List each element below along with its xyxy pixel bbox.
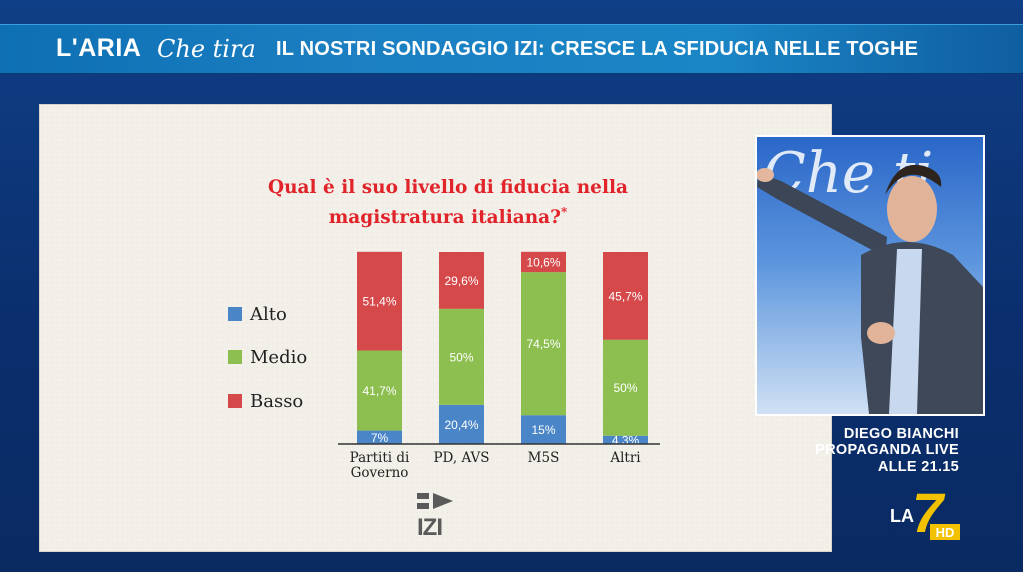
bar-alto-0 — [357, 430, 402, 444]
chart-title-line1: Qual è il suo livello di fiducia nella — [267, 177, 628, 198]
izi-logo-mark-1 — [417, 493, 429, 499]
izi-logo-arrow — [433, 493, 453, 509]
bar-basso-3 — [603, 252, 648, 340]
legend-swatch-alto — [228, 307, 242, 321]
promo-line2: PROPAGANDA LIVE — [815, 442, 959, 458]
poll-panel: Qual è il suo livello di fiducia nella m… — [39, 104, 832, 552]
video-inset: Che ti — [755, 135, 985, 416]
channel-logo-text: LA — [890, 506, 914, 526]
promo-line3: ALLE 21.15 — [877, 459, 959, 475]
data-label-alto-0: 7% — [371, 431, 389, 445]
bar-medio-0 — [357, 350, 402, 431]
data-label-medio-2: 74,5% — [526, 337, 560, 351]
bar-medio-3 — [603, 339, 648, 436]
bar-basso-0 — [357, 251, 402, 351]
channel-logo-hd: HD — [936, 525, 955, 540]
legend-label-medio: Medio — [250, 347, 307, 368]
category-label-0-line2: Governo — [351, 465, 409, 481]
bar-medio-2 — [521, 272, 566, 416]
promo-line1: DIEGO BIANCHI — [843, 426, 959, 442]
data-label-medio-0: 41,7% — [362, 384, 396, 398]
category-label-3: Altri — [609, 450, 641, 466]
bar-alto-3 — [603, 435, 648, 444]
izi-logo-text: IZI — [417, 514, 442, 541]
data-label-basso-0: 51,4% — [362, 295, 396, 309]
chart-title: Qual è il suo livello di fiducia nella m… — [238, 175, 658, 230]
category-label-1: PD, AVS — [433, 450, 489, 466]
bar-basso-1 — [439, 252, 484, 309]
show-logo-script: Che tira — [157, 35, 256, 63]
category-label-0: Partiti di — [350, 450, 410, 466]
chart-title-line2: magistratura italiana? — [328, 207, 561, 229]
bar-alto-1 — [439, 404, 484, 444]
data-label-basso-3: 45,7% — [608, 289, 642, 303]
legend-label-basso: Basso — [250, 391, 303, 412]
bar-alto-2 — [521, 415, 566, 444]
legend-swatch-basso — [228, 394, 242, 408]
bar-basso-2 — [521, 251, 566, 273]
data-label-medio-3: 50% — [613, 381, 637, 395]
chart-title-mark: * — [561, 205, 568, 219]
data-label-alto-1: 20,4% — [444, 418, 478, 432]
data-label-alto-2: 15% — [531, 423, 555, 437]
data-label-medio-1: 50% — [449, 350, 473, 364]
show-logo: L'ARIA — [56, 34, 142, 62]
legend-label-alto: Alto — [249, 304, 287, 325]
data-label-basso-1: 29,6% — [444, 274, 478, 288]
bar-medio-1 — [439, 308, 484, 405]
data-label-basso-2: 10,6% — [526, 255, 560, 269]
legend-swatch-medio — [228, 350, 242, 364]
headline: IL NOSTRI SONDAGGIO IZI: CRESCE LA SFIDU… — [276, 38, 919, 60]
category-label-2: M5S — [528, 450, 560, 466]
top-banner: L'ARIA Che tira IL NOSTRI SONDAGGIO IZI:… — [0, 24, 1023, 74]
presenter-figure — [757, 164, 983, 414]
izi-logo-mark-2 — [417, 503, 429, 509]
channel-logo: LA 7 HD — [890, 488, 960, 540]
